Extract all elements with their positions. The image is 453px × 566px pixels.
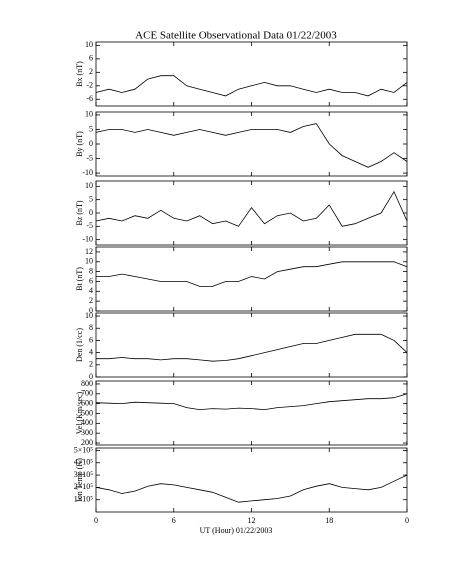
y-tick-label: 6 — [89, 335, 93, 344]
x-tick-label: 0 — [94, 516, 98, 525]
data-line — [95, 75, 408, 97]
y-tick-label: -10 — [82, 168, 93, 177]
y-axis-label: By (nT) — [75, 131, 84, 157]
y-tick-label: 5×10⁵ — [74, 445, 94, 454]
y-tick-label: 10 — [85, 181, 93, 190]
y-tick-label: 0 — [89, 372, 93, 381]
y-axis-label: Bx (nT) — [75, 61, 84, 87]
y-tick-label: 4 — [89, 347, 93, 356]
panel-frame — [95, 312, 408, 378]
y-tick-label: 3×10⁵ — [74, 470, 94, 479]
panel-frame — [95, 447, 408, 513]
y-tick-label: 700 — [81, 389, 93, 398]
y-axis-label: Bz (nT) — [75, 200, 84, 225]
y-tick-label: 0 — [89, 208, 93, 217]
y-tick-label: 400 — [81, 418, 93, 427]
y-tick-label: 12 — [85, 247, 93, 256]
data-line — [95, 474, 408, 503]
y-tick-label: -2 — [86, 81, 93, 90]
y-tick-label: 5 — [89, 194, 93, 203]
y-tick-label: 200 — [81, 438, 93, 447]
chart-title: ACE Satellite Observational Data 01/22/2… — [135, 30, 337, 42]
y-tick-label: 10 — [85, 257, 93, 266]
y-tick-label: 8 — [89, 266, 93, 275]
y-tick-label: 300 — [81, 428, 93, 437]
y-tick-label: 2 — [89, 67, 93, 76]
data-line — [95, 190, 408, 227]
y-tick-label: 600 — [81, 398, 93, 407]
y-tick-label: 6 — [89, 54, 93, 63]
y-tick-label: 8 — [89, 323, 93, 332]
x-tick-label: 18 — [325, 516, 333, 525]
y-tick-label: 2 — [89, 360, 93, 369]
panel-frame — [95, 111, 408, 177]
y-tick-label: 1×10⁵ — [74, 495, 94, 504]
y-tick-label: 10 — [85, 40, 93, 49]
y-tick-label: -10 — [82, 234, 93, 243]
y-tick-label: 4×10⁵ — [74, 458, 94, 467]
x-tick-label: 0 — [405, 516, 409, 525]
y-tick-label: 2 — [89, 296, 93, 305]
panel-frame — [95, 180, 408, 246]
panel-frame — [95, 380, 408, 446]
y-tick-label: -5 — [86, 221, 93, 230]
x-tick-label: 12 — [248, 516, 256, 525]
y-tick-label: 10 — [85, 311, 93, 320]
y-tick-label: 2×10⁵ — [74, 482, 94, 491]
data-line — [95, 123, 408, 168]
y-tick-label: 6 — [89, 276, 93, 285]
y-axis-label: Den (1/cc) — [75, 328, 84, 362]
y-tick-label: 800 — [81, 379, 93, 388]
y-tick-label: 0 — [89, 139, 93, 148]
y-tick-label: -5 — [86, 153, 93, 162]
y-tick-label: 4 — [89, 286, 93, 295]
data-line — [96, 333, 408, 362]
panel-frame — [95, 41, 408, 107]
x-tick-label: 6 — [172, 516, 176, 525]
y-tick-label: 0 — [89, 306, 93, 315]
y-axis-label: Vel (Km/sec) — [75, 391, 84, 434]
x-axis-label: UT (Hour) 01/22/2003 — [200, 526, 273, 535]
y-tick-label: 500 — [81, 408, 93, 417]
data-line — [95, 393, 408, 411]
y-axis-label: Bt (nT) — [75, 267, 84, 291]
y-tick-label: 10 — [85, 110, 93, 119]
y-tick-label: -6 — [86, 94, 93, 103]
y-axis-label: Ion Temp (K) — [75, 458, 84, 502]
panel-frame — [95, 246, 408, 312]
y-tick-label: 5 — [89, 124, 93, 133]
data-line — [96, 261, 408, 287]
